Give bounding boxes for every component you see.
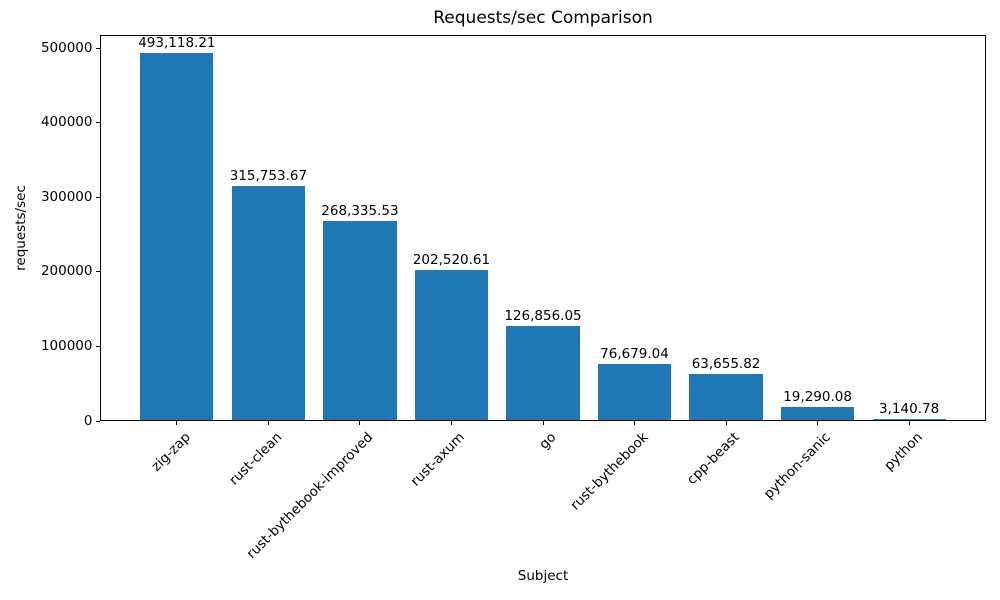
y-tick-label: 500000 bbox=[40, 39, 93, 56]
y-axis-tick bbox=[95, 196, 100, 198]
bar bbox=[506, 326, 580, 420]
x-axis-tick bbox=[817, 421, 819, 425]
x-tick-label: zig-zap bbox=[148, 429, 194, 475]
y-axis-label: requests/sec bbox=[13, 185, 29, 271]
bar bbox=[140, 53, 214, 420]
bar-value-label: 493,118.21 bbox=[138, 35, 216, 52]
bar bbox=[780, 406, 855, 420]
y-tick-label: 0 bbox=[83, 412, 93, 429]
bar bbox=[689, 373, 763, 420]
y-axis-tick bbox=[95, 122, 100, 124]
y-tick-label: 300000 bbox=[40, 188, 93, 205]
bar-value-label: 63,655.82 bbox=[691, 355, 761, 372]
bar-value-label: 202,520.61 bbox=[412, 252, 491, 269]
bar bbox=[414, 270, 489, 420]
bar bbox=[597, 363, 672, 420]
x-axis-tick bbox=[450, 421, 452, 425]
x-axis-tick bbox=[542, 421, 544, 425]
x-tick-label: rust-axum bbox=[407, 429, 469, 490]
x-axis-tick bbox=[359, 421, 361, 425]
y-tick-label: 200000 bbox=[40, 263, 93, 280]
y-axis-tick bbox=[95, 271, 100, 273]
y-axis-tick bbox=[95, 345, 100, 347]
x-axis-tick bbox=[634, 421, 636, 425]
bar-value-label: 315,753.67 bbox=[229, 167, 308, 184]
x-axis-tick bbox=[908, 421, 910, 425]
bar-value-label: 19,290.08 bbox=[783, 388, 852, 405]
y-axis-tick bbox=[95, 420, 100, 422]
x-axis-tick bbox=[267, 421, 269, 425]
bar bbox=[872, 418, 946, 420]
bar bbox=[231, 185, 306, 420]
bar bbox=[323, 220, 397, 420]
y-tick-label: 100000 bbox=[40, 337, 93, 354]
x-tick-label: cpp-beast bbox=[684, 429, 743, 488]
x-axis-tick bbox=[725, 421, 727, 425]
x-tick-label: rust-bythebook bbox=[567, 429, 652, 514]
x-tick-label: python bbox=[881, 429, 926, 475]
x-tick-label: go bbox=[536, 429, 560, 453]
y-tick-label: 400000 bbox=[40, 114, 93, 131]
x-axis-tick bbox=[176, 421, 178, 425]
x-tick-label: rust-clean bbox=[225, 429, 286, 489]
bar-value-label: 268,335.53 bbox=[321, 202, 399, 219]
bar-value-label: 126,856.05 bbox=[504, 308, 582, 325]
x-axis-label: Subject bbox=[517, 568, 569, 584]
x-tick-label: python-sanic bbox=[761, 429, 835, 503]
bar-value-label: 76,679.04 bbox=[600, 345, 669, 362]
y-axis-tick bbox=[95, 47, 100, 49]
bar-value-label: 3,140.78 bbox=[879, 400, 940, 417]
chart-title: Requests/sec Comparison bbox=[433, 8, 653, 28]
